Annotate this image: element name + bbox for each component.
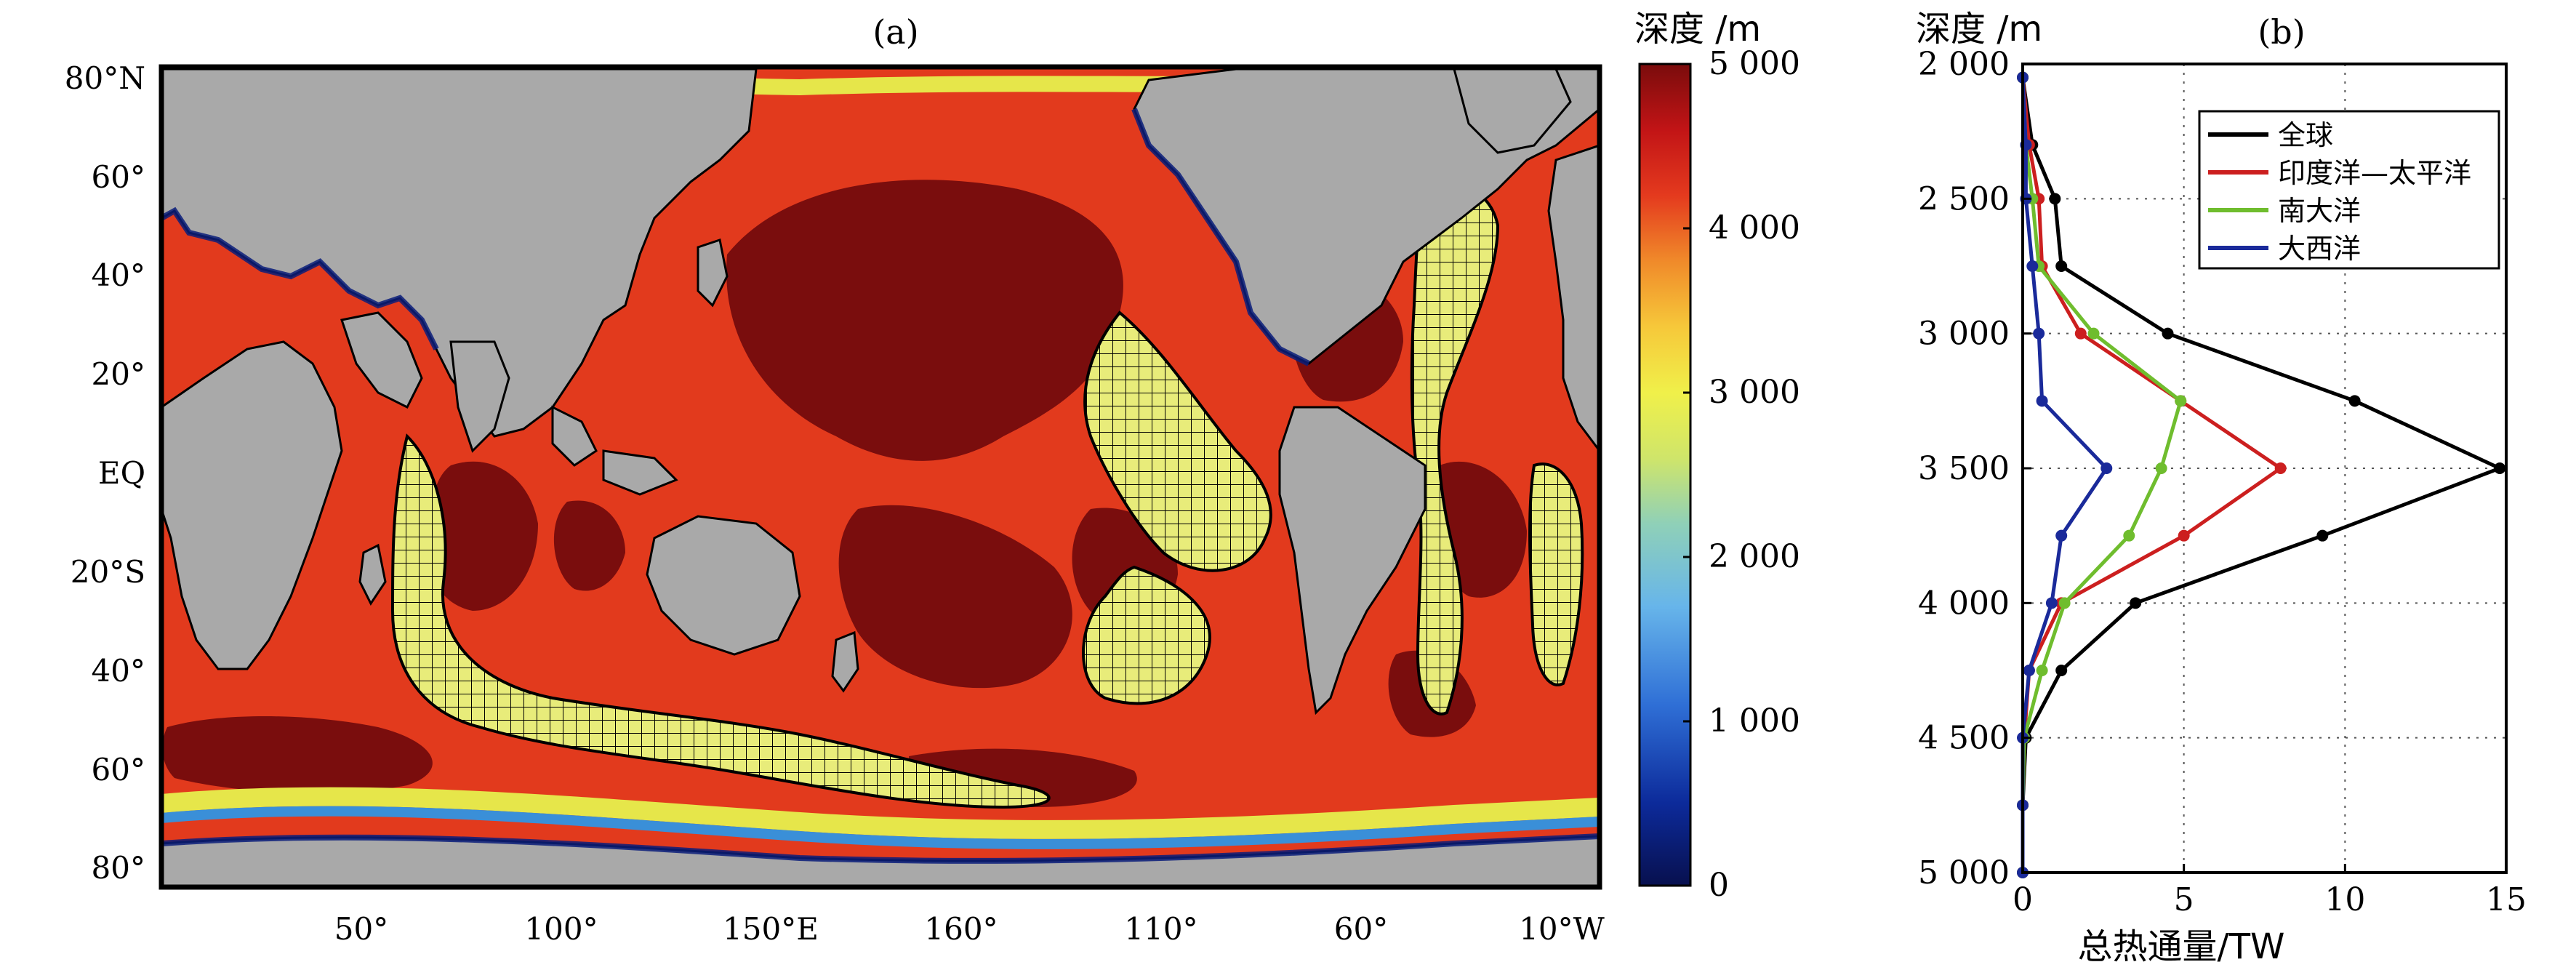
colorbar-gradient: [1638, 63, 1692, 887]
map-x-tick-110: 110°: [1124, 911, 1197, 947]
map-x-tick-100: 100°: [524, 911, 598, 947]
series-point: [2074, 327, 2087, 340]
panel-a-label: (a): [872, 12, 918, 52]
series-point: [2045, 597, 2058, 609]
series-point: [2155, 462, 2167, 474]
map-y-tick-20n: 20°: [92, 356, 145, 392]
series-point: [2123, 529, 2135, 542]
map-y-tick-80s: 80°: [92, 850, 145, 886]
map-y-tick-60s: 60°: [92, 752, 145, 787]
series-point: [2087, 327, 2100, 340]
colorbar-tick-label: 5 000: [1709, 45, 1800, 82]
y-tick-label: 3 000: [1918, 316, 2010, 353]
series-point: [2274, 462, 2287, 474]
colorbar-title: 深度 /m: [1634, 9, 1761, 49]
shelves: [161, 108, 1600, 864]
panel-b-profile: (b) 深度 /m 总热通量/TW 0 5 10 15 2 000 2 500 3 000…: [1916, 9, 2527, 962]
x-tick-label: 10: [2324, 881, 2365, 918]
legend-label: 全球: [2278, 119, 2333, 151]
legend-label: 南大洋: [2278, 195, 2361, 227]
colorbar-tick-label: 0: [1709, 867, 1729, 904]
map-x-tick-60: 60°: [1334, 911, 1388, 947]
series-point: [2130, 597, 2142, 609]
y-tick-label: 4 500: [1918, 720, 2010, 757]
map-y-tick-20s: 20°S: [71, 554, 145, 590]
map-y-tick-40n: 40°: [92, 257, 145, 293]
series-point: [2036, 395, 2048, 407]
series-point: [2175, 395, 2187, 407]
map-y-tick-60n: 60°: [92, 159, 145, 195]
profile-x-ticks: 0 5 10 15: [2013, 864, 2527, 918]
series-point: [2023, 665, 2035, 676]
legend-label: 印度洋—太平洋: [2278, 157, 2471, 189]
x-tick-label: 5: [2174, 881, 2194, 918]
colorbar-tick-label: 1 000: [1709, 702, 1800, 739]
series-point: [2348, 395, 2361, 407]
map-y-ticks: 80°N 60° 40° 20° EQ 20°S 40° 60° 80°: [65, 60, 145, 886]
x-tick-label: 15: [2486, 881, 2527, 918]
legend-box: [2198, 110, 2500, 270]
y-tick-label: 2 500: [1918, 180, 2010, 217]
series-point: [2036, 665, 2048, 676]
series-point: [2055, 665, 2068, 676]
series-point: [2316, 529, 2329, 542]
series-point: [2026, 260, 2039, 272]
series-point: [2049, 193, 2061, 205]
legend-label: 大西洋: [2278, 233, 2361, 265]
map-y-tick-80n: 80°N: [65, 60, 145, 96]
map-x-tick-10w: 10°W: [1519, 911, 1605, 947]
series-point: [2055, 529, 2068, 542]
map-x-tick-150e: 150°E: [723, 911, 819, 947]
y-tick-label: 5 000: [1918, 854, 2010, 891]
map-x-tick-160: 160°: [924, 911, 998, 947]
map-x-ticks: 50° 100° 150°E 160° 110° 60° 10°W: [334, 911, 1605, 947]
y-tick-label: 3 500: [1918, 450, 2010, 487]
series-point: [2100, 462, 2113, 474]
map-x-tick-50: 50°: [334, 911, 388, 947]
ocean-depth-map: [161, 67, 1600, 887]
abyssal-regions: [162, 180, 1527, 807]
colorbar-tick-label: 3 000: [1709, 374, 1800, 411]
x-tick-label: 0: [2013, 881, 2033, 918]
series-point: [2178, 529, 2190, 542]
hatched-regions: [390, 182, 1584, 809]
colorbar-tick-label: 2 000: [1709, 538, 1800, 575]
map-frame: [159, 64, 1602, 890]
series-point: [2494, 462, 2506, 474]
map-y-tick-eq: EQ: [98, 455, 145, 491]
profile-y-ticks: 2 000 2 500 3 000 3 500 4 000 4 500 5 000: [1918, 46, 2031, 891]
panel-a-map: (a): [65, 12, 1605, 947]
depth-colorbar: 深度 /m 0 1 000 2 000 3 000 4 000 5 000: [1634, 9, 1800, 904]
y-tick-label: 4 000: [1918, 585, 2010, 622]
y-tick-label: 2 000: [1918, 46, 2010, 83]
panel-b-ylabel: 深度 /m: [1916, 9, 2042, 49]
map-y-tick-40s: 40°: [92, 653, 145, 689]
series-point: [2055, 260, 2068, 272]
panel-b-label: (b): [2258, 12, 2305, 52]
series-point: [2058, 597, 2071, 609]
panel-b-xlabel: 总热通量/TW: [2078, 926, 2285, 962]
colorbar-tick-label: 4 000: [1709, 209, 1800, 246]
colorbar-ticks: 0 1 000 2 000 3 000 4 000 5 000: [1683, 45, 1800, 904]
series-point: [2033, 327, 2045, 340]
series-point: [2162, 327, 2174, 340]
